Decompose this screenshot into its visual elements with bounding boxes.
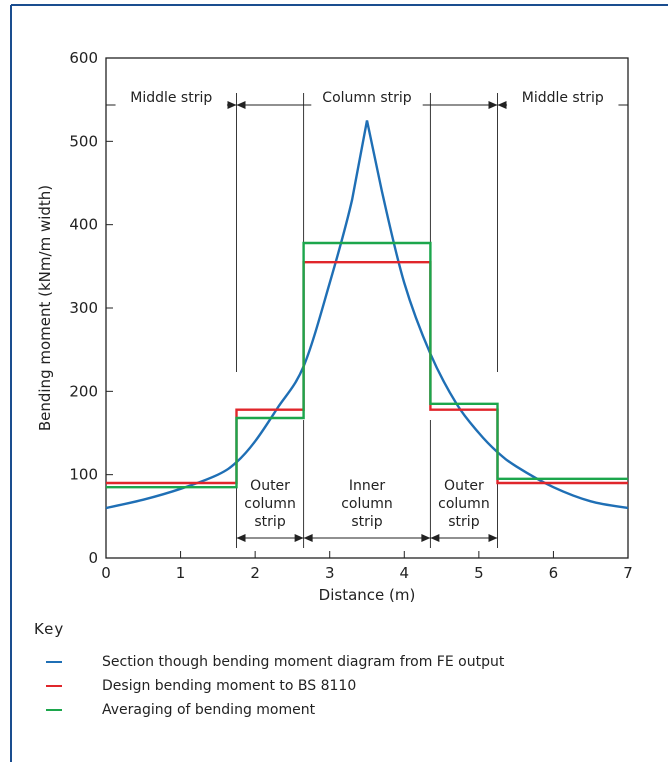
legend-swatch-bs8110 [46, 685, 62, 687]
y-tick-label: 0 [88, 549, 98, 567]
arrowhead [421, 534, 431, 542]
bottom-zone-label-2: Outer [444, 478, 484, 494]
x-tick-label: 4 [400, 564, 410, 582]
top-zone-label-2: Middle strip [522, 90, 604, 106]
arrowhead [227, 101, 237, 109]
arrowhead [488, 101, 498, 109]
legend-swatch-fe [46, 661, 62, 663]
legend-item-averaging: Averaging of bending moment [34, 698, 634, 722]
y-tick-label: 200 [69, 382, 98, 400]
legend: Key Section though bending moment diagra… [34, 620, 634, 722]
arrowhead [294, 534, 304, 542]
arrowhead [497, 101, 507, 109]
arrowhead [236, 101, 246, 109]
legend-label-bs8110: Design bending moment to BS 8110 [102, 678, 357, 694]
x-tick-label: 3 [325, 564, 335, 582]
top-zone-label-1: Column strip [322, 90, 411, 106]
legend-title: Key [34, 620, 65, 638]
zone-label-bg [115, 89, 227, 107]
x-axis-label: Distance (m) [319, 586, 416, 604]
legend-label-fe: Section though bending moment diagram fr… [102, 654, 505, 670]
bottom-zone-label-1: Inner [349, 478, 385, 494]
arrowhead [303, 534, 313, 542]
legend-swatch-averaging [46, 709, 62, 711]
arrowhead [236, 534, 246, 542]
x-tick-label: 2 [250, 564, 260, 582]
zone-label-bg [311, 89, 423, 107]
bottom-zone-label-0: strip [254, 514, 285, 530]
legend-item-bs8110: Design bending moment to BS 8110 [34, 674, 634, 698]
y-tick-label: 600 [69, 49, 98, 67]
bottom-zone-label-2: column [438, 496, 490, 512]
y-tick-label: 100 [69, 466, 98, 484]
y-tick-label: 500 [69, 132, 98, 150]
x-tick-label: 7 [623, 564, 633, 582]
arrowhead [488, 534, 498, 542]
series-line-2 [106, 241, 628, 489]
zone-label-bg [507, 89, 619, 107]
bottom-zone-label-0: Outer [250, 478, 290, 494]
series-line-0 [105, 120, 629, 510]
bottom-zone-label-0: column [244, 496, 296, 512]
bottom-zone-label-2: strip [448, 514, 479, 530]
arrowhead [430, 534, 440, 542]
y-tick-label: 400 [69, 216, 98, 234]
y-tick-label: 300 [69, 299, 98, 317]
x-tick-label: 0 [101, 564, 111, 582]
legend-item-fe: Section though bending moment diagram fr… [34, 650, 634, 674]
legend-label-averaging: Averaging of bending moment [102, 702, 316, 718]
x-tick-label: 5 [474, 564, 484, 582]
top-zone-label-0: Middle strip [130, 90, 212, 106]
bottom-zone-label-1: strip [351, 514, 382, 530]
x-tick-label: 6 [549, 564, 559, 582]
y-axis-label: Bending moment (kNm/m width) [36, 185, 54, 431]
series-line-1 [106, 261, 628, 485]
bottom-zone-label-1: column [341, 496, 393, 512]
bending-moment-chart: 0 1 2 3 4 5 6 7 0 100 200 300 400 500 600 Distance (m) B… [36, 49, 633, 604]
x-tick-label: 1 [176, 564, 186, 582]
